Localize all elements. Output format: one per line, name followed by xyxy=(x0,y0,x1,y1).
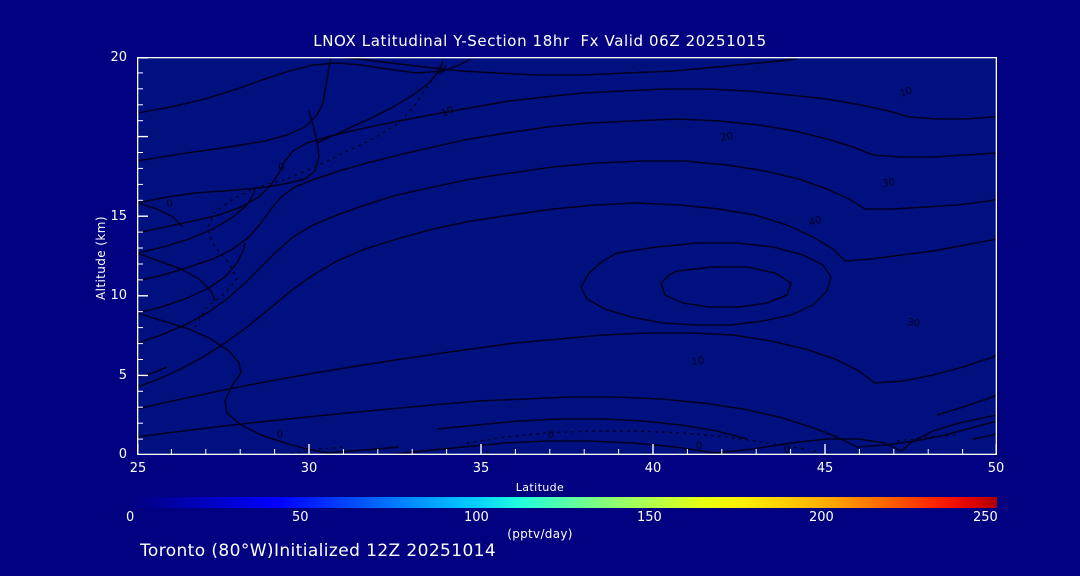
plot-background xyxy=(137,57,997,455)
positive-contours xyxy=(137,57,997,455)
colorbar xyxy=(130,497,997,508)
svg-text:10: 10 xyxy=(440,105,456,120)
chart-title: LNOX Latitudinal Y-Section 18hr Fx Valid… xyxy=(313,32,767,50)
x-tick-label-30: 30 xyxy=(300,461,318,476)
svg-text:0: 0 xyxy=(166,198,174,210)
chart-caption: Toronto (80°W)Initialized 12Z 20251014 xyxy=(140,541,497,561)
contour-value-labels: 0 0 0 0 0 0 0 10 10 10 20 30 30 40 xyxy=(166,65,921,455)
x-tick-label-40: 40 xyxy=(644,461,662,476)
svg-text:10: 10 xyxy=(691,356,705,368)
x-axis-ticks xyxy=(137,444,997,455)
svg-text:40: 40 xyxy=(808,215,823,229)
svg-text:0: 0 xyxy=(277,162,286,174)
x-tick-label-45: 45 xyxy=(816,461,834,476)
colorbar-tick-0: 0 xyxy=(126,510,135,525)
x-tick-label-35: 35 xyxy=(472,461,490,476)
negative-contours xyxy=(194,62,958,455)
y-tick-label-20: 20 xyxy=(110,50,127,65)
y-axis-title: Altitude (km) xyxy=(94,216,108,300)
y-tick-label-0: 0 xyxy=(118,447,127,462)
plot-frame xyxy=(137,57,997,455)
y-tick-label-15: 15 xyxy=(110,209,127,224)
svg-text:10: 10 xyxy=(898,85,914,100)
colorbar-tick-200: 200 xyxy=(809,510,834,525)
colorbar-tick-100: 100 xyxy=(464,510,489,525)
svg-text:20: 20 xyxy=(720,131,734,144)
x-tick-label-50: 50 xyxy=(987,461,1005,476)
svg-text:0: 0 xyxy=(783,445,790,455)
svg-text:30: 30 xyxy=(907,317,921,330)
contour-lines: 0 0 0 0 0 0 0 10 10 10 20 30 30 40 xyxy=(137,57,997,455)
svg-text:0: 0 xyxy=(435,65,446,78)
colorbar-tick-150: 150 xyxy=(637,510,662,525)
x-axis-title: Latitude xyxy=(515,481,565,494)
y-axis-minor-ticks xyxy=(137,72,143,440)
plot-area: 0 0 0 0 0 0 0 10 10 10 20 30 30 40 xyxy=(137,57,997,455)
contour-plot-svg: 0 0 0 0 0 0 0 10 10 10 20 30 30 40 xyxy=(137,57,997,455)
colorbar-units-label: (pptv/day) xyxy=(507,527,573,541)
y-axis-ticks xyxy=(137,57,148,455)
svg-text:30: 30 xyxy=(882,177,896,190)
svg-text:0: 0 xyxy=(695,441,702,452)
y-tick-label-5: 5 xyxy=(118,368,127,383)
colorbar-gradient xyxy=(130,497,997,508)
svg-text:0: 0 xyxy=(276,429,283,441)
y-tick-label-10: 10 xyxy=(110,288,127,303)
svg-text:0: 0 xyxy=(547,430,554,441)
x-tick-label-25: 25 xyxy=(129,461,147,476)
colorbar-tick-250: 250 xyxy=(973,510,998,525)
x-axis-minor-ticks xyxy=(170,449,964,455)
colorbar-tick-50: 50 xyxy=(292,510,309,525)
